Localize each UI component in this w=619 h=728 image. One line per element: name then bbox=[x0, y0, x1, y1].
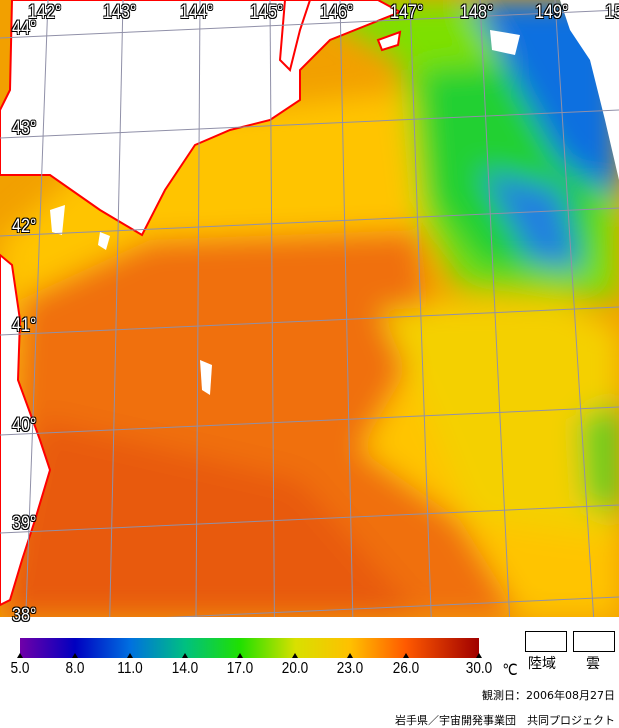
colorbar-tick bbox=[347, 653, 354, 658]
latitude-line bbox=[165, 596, 619, 617]
lat-lon-grid bbox=[0, 0, 619, 617]
latitude-line bbox=[0, 207, 619, 237]
colorbar-tick bbox=[237, 653, 244, 658]
latitude-label: 41° bbox=[12, 315, 37, 336]
cloud-legend-swatch bbox=[573, 631, 615, 652]
longitude-label: 146° bbox=[320, 2, 354, 23]
colorbar-tick bbox=[72, 653, 79, 658]
colorbar-tick bbox=[127, 653, 134, 658]
latitude-label: 44° bbox=[12, 18, 37, 39]
latitude-label: 38° bbox=[12, 605, 37, 626]
longitude-label: 147° bbox=[390, 2, 424, 23]
kuril-island-2 bbox=[376, 30, 402, 52]
colorbar-tick-label: 11.0 bbox=[117, 660, 143, 677]
unit-label: ℃ bbox=[502, 662, 518, 679]
colorbar-tick bbox=[402, 653, 409, 658]
colorbar-tick bbox=[17, 653, 23, 658]
latitude-line bbox=[0, 504, 619, 534]
longitude-label: 148° bbox=[460, 2, 494, 23]
colorbar-tick-label: 26.0 bbox=[392, 660, 419, 677]
longitude-line bbox=[269, 0, 275, 617]
colorbar-tick-label: 5.0 bbox=[10, 660, 30, 677]
longitude-line bbox=[195, 0, 201, 617]
longitude-label: 145° bbox=[250, 2, 284, 23]
honshu-land bbox=[0, 253, 52, 607]
credit-text: 岩手県／宇宙開発事業団 共同プロジェクト bbox=[395, 714, 615, 727]
longitude-label: 142° bbox=[28, 2, 62, 23]
temperature-colorbar bbox=[20, 638, 479, 658]
land-legend-label: 陸域 bbox=[528, 656, 556, 672]
latitude-line bbox=[0, 9, 619, 39]
hokkaido-land bbox=[0, 0, 403, 237]
longitude-line bbox=[409, 0, 432, 617]
longitude-label: 15 bbox=[605, 2, 619, 23]
latitude-line bbox=[0, 406, 619, 436]
latitude-line bbox=[0, 306, 619, 336]
longitude-label: 143° bbox=[103, 2, 137, 23]
latitude-line bbox=[0, 109, 619, 139]
colorbar-tick-label: 30.0 bbox=[465, 660, 493, 677]
longitude-line bbox=[109, 0, 124, 617]
colorbar-tick-label: 23.0 bbox=[337, 660, 364, 677]
longitude-line bbox=[479, 0, 511, 617]
cloud-legend-label: 雲 bbox=[586, 656, 600, 672]
colorbar-tick bbox=[476, 653, 482, 658]
longitude-label: 144° bbox=[180, 2, 214, 23]
latitude-label: 40° bbox=[12, 415, 37, 436]
colorbar-tick-label: 20.0 bbox=[282, 660, 309, 677]
colorbar-tick-label: 8.0 bbox=[65, 660, 85, 677]
colorbar-tick bbox=[292, 653, 299, 658]
land-areas bbox=[0, 0, 403, 607]
colorbar-tick-label: 14.0 bbox=[171, 660, 199, 677]
longitude-line bbox=[25, 0, 49, 617]
clouds bbox=[50, 0, 619, 395]
observation-date: 観測日：2006年08月27日 bbox=[482, 689, 615, 702]
longitude-label: 149° bbox=[535, 2, 569, 23]
longitude-line bbox=[554, 0, 595, 617]
sea-surface-temperature-map bbox=[0, 0, 619, 617]
colorbar-tick-label: 17.0 bbox=[227, 660, 254, 677]
latitude-label: 42° bbox=[12, 216, 37, 237]
land-legend-swatch bbox=[525, 631, 567, 652]
longitude-line bbox=[339, 0, 354, 617]
latitude-label: 43° bbox=[12, 118, 37, 139]
colorbar-tick bbox=[182, 653, 189, 658]
latitude-label: 39° bbox=[12, 513, 37, 534]
kuril-island bbox=[278, 0, 312, 72]
